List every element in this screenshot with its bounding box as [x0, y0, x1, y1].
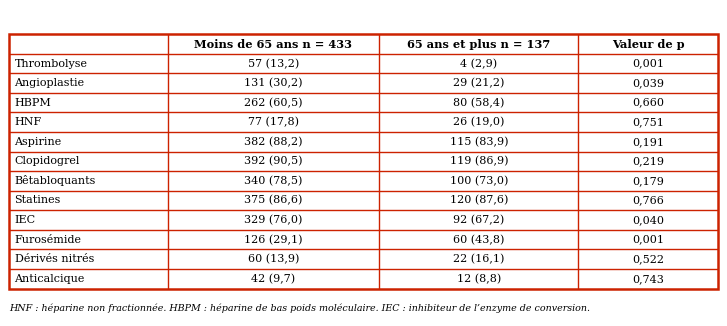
Text: 0,743: 0,743 [632, 274, 664, 284]
Text: 131 (30,2): 131 (30,2) [244, 78, 302, 88]
Text: IEC: IEC [15, 215, 36, 225]
Text: 0,040: 0,040 [632, 215, 664, 225]
Text: Statines: Statines [15, 196, 61, 205]
Text: Dérivés nitrés: Dérivés nitrés [15, 254, 94, 264]
Text: Angioplastie: Angioplastie [15, 78, 84, 88]
Text: 4 (2,9): 4 (2,9) [460, 58, 497, 69]
Text: 0,191: 0,191 [632, 137, 664, 147]
Text: 0,660: 0,660 [632, 98, 664, 108]
Text: 0,179: 0,179 [632, 176, 664, 186]
Text: 120 (87,6): 120 (87,6) [449, 195, 508, 206]
Text: 0,751: 0,751 [632, 117, 664, 127]
Text: 100 (73,0): 100 (73,0) [449, 176, 508, 186]
Text: 0,001: 0,001 [632, 235, 664, 244]
Text: 65 ans et plus n = 137: 65 ans et plus n = 137 [407, 38, 550, 50]
Text: 60 (43,8): 60 (43,8) [453, 234, 505, 245]
Text: 0,766: 0,766 [632, 196, 664, 205]
Text: 42 (9,7): 42 (9,7) [252, 274, 295, 284]
Text: 329 (76,0): 329 (76,0) [244, 215, 302, 225]
Text: 0,039: 0,039 [632, 78, 664, 88]
Text: 60 (13,9): 60 (13,9) [248, 254, 299, 264]
Text: Anticalcique: Anticalcique [15, 274, 85, 284]
Text: 115 (83,9): 115 (83,9) [449, 137, 508, 147]
Text: 262 (60,5): 262 (60,5) [244, 97, 302, 108]
Text: 12 (8,8): 12 (8,8) [457, 274, 501, 284]
Text: 0,219: 0,219 [632, 156, 664, 166]
Text: 92 (67,2): 92 (67,2) [453, 215, 505, 225]
Text: 0,522: 0,522 [632, 254, 664, 264]
Text: 0,001: 0,001 [632, 59, 664, 68]
Text: Valeur de p: Valeur de p [612, 38, 685, 50]
Text: 340 (78,5): 340 (78,5) [244, 176, 302, 186]
Text: 26 (19,0): 26 (19,0) [453, 117, 505, 127]
Text: Furosémide: Furosémide [15, 235, 81, 244]
Text: Moins de 65 ans n = 433: Moins de 65 ans n = 433 [194, 38, 353, 50]
Text: Clopidogrel: Clopidogrel [15, 156, 80, 166]
Text: 126 (29,1): 126 (29,1) [244, 234, 302, 245]
Text: 375 (86,6): 375 (86,6) [244, 195, 302, 206]
Text: 119 (86,9): 119 (86,9) [449, 156, 508, 167]
Text: 77 (17,8): 77 (17,8) [248, 117, 299, 127]
Text: 382 (88,2): 382 (88,2) [244, 137, 302, 147]
Text: HNF : héparine non fractionnée. HBPM : héparine de bas poids moléculaire. IEC : : HNF : héparine non fractionnée. HBPM : h… [9, 303, 590, 313]
Text: 57 (13,2): 57 (13,2) [248, 58, 299, 69]
Text: 29 (21,2): 29 (21,2) [453, 78, 505, 88]
Text: 80 (58,4): 80 (58,4) [453, 97, 505, 108]
Text: 392 (90,5): 392 (90,5) [244, 156, 302, 167]
Text: HNF: HNF [15, 117, 41, 127]
Bar [9, 34, 718, 289]
Text: 22 (16,1): 22 (16,1) [453, 254, 505, 264]
Text: HBPM: HBPM [15, 98, 52, 108]
Text: Aspirine: Aspirine [15, 137, 62, 147]
Text: Thrombolyse: Thrombolyse [15, 59, 87, 68]
Text: Bêtabloquants: Bêtabloquants [15, 175, 96, 186]
